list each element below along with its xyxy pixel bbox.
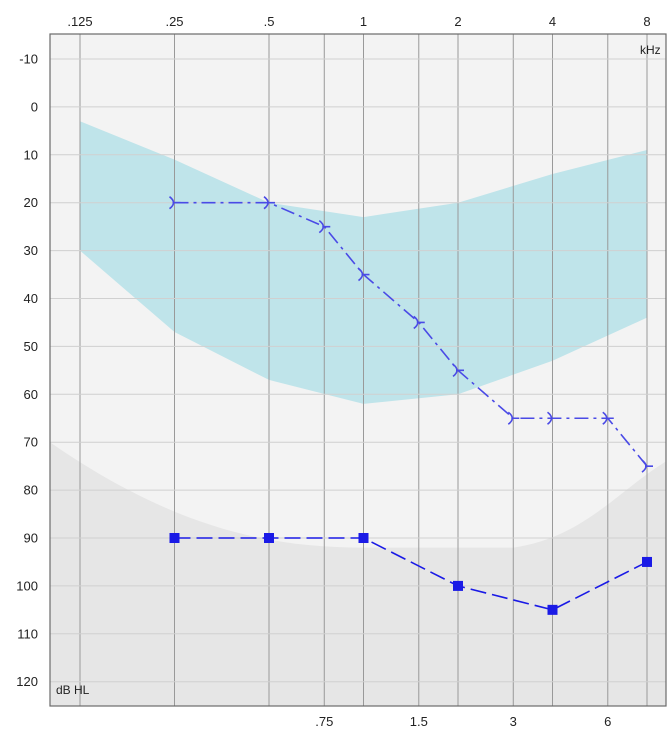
y-tick-label: -10 [19, 52, 38, 67]
data-point-bracket [507, 411, 520, 425]
y-tick-label: 70 [24, 435, 38, 450]
x-tick-label-bottom: .75 [315, 714, 333, 729]
y-tick-label: 120 [16, 674, 38, 689]
data-point-bracket [602, 411, 614, 425]
y-tick-label: 100 [16, 578, 38, 593]
x-unit-label: kHz [640, 43, 661, 57]
data-point-bracket [641, 459, 653, 473]
y-tick-label: 30 [24, 243, 38, 258]
x-tick-label-bottom: 6 [604, 714, 611, 729]
data-point-bracket [318, 220, 331, 234]
y-tick-label: 10 [24, 147, 38, 162]
data-point-bracket [263, 196, 275, 210]
x-ticks-top: .125 .25 .5 1 2 4 8 [67, 14, 650, 29]
x-tick-label-bottom: 3 [510, 714, 517, 729]
data-point-bracket [168, 196, 181, 210]
y-tick-label: 40 [24, 291, 38, 306]
y-tick-label: 80 [24, 483, 38, 498]
series-layer [168, 196, 653, 615]
y-tick-label: 90 [24, 531, 38, 546]
plot-frame [49, 33, 667, 707]
y-tick-label: 0 [31, 99, 38, 114]
x-tick-label-top: 2 [454, 14, 461, 29]
data-point-square [358, 533, 369, 543]
data-point-bracket [357, 267, 370, 282]
y-ticks: -10 0 10 20 30 40 50 60 70 80 90 100 110 120 [16, 52, 38, 690]
data-point-square [169, 533, 180, 543]
y-tick-label: 110 [17, 626, 38, 641]
series-line [174, 201, 648, 467]
x-tick-label-top: .125 [67, 14, 92, 29]
x-ticks-bottom: .75 1.5 3 6 [315, 714, 611, 729]
series-line [174, 537, 648, 611]
lower-gray-zone [50, 442, 666, 706]
data-point-square [547, 604, 558, 615]
y-tick-label: 60 [24, 387, 38, 402]
y-tick-label: 20 [24, 195, 38, 210]
x-tick-label-bottom: 1.5 [410, 714, 428, 729]
x-tick-label-top: 4 [549, 14, 556, 29]
data-point-square [642, 556, 652, 567]
data-point-bracket [546, 411, 559, 425]
data-point-square [264, 533, 274, 543]
x-tick-label-top: 1 [360, 14, 367, 29]
y-tick-label: 50 [24, 339, 38, 354]
x-tick-label-top: .25 [165, 14, 183, 29]
data-point-bracket [452, 363, 464, 377]
data-point-square [453, 580, 463, 591]
grid-layer [49, 33, 667, 707]
x-tick-label-top: .5 [264, 14, 275, 29]
x-tick-label-top: 8 [643, 14, 650, 29]
y-unit-label: dB HL [56, 683, 90, 697]
data-point-bracket [413, 315, 425, 330]
